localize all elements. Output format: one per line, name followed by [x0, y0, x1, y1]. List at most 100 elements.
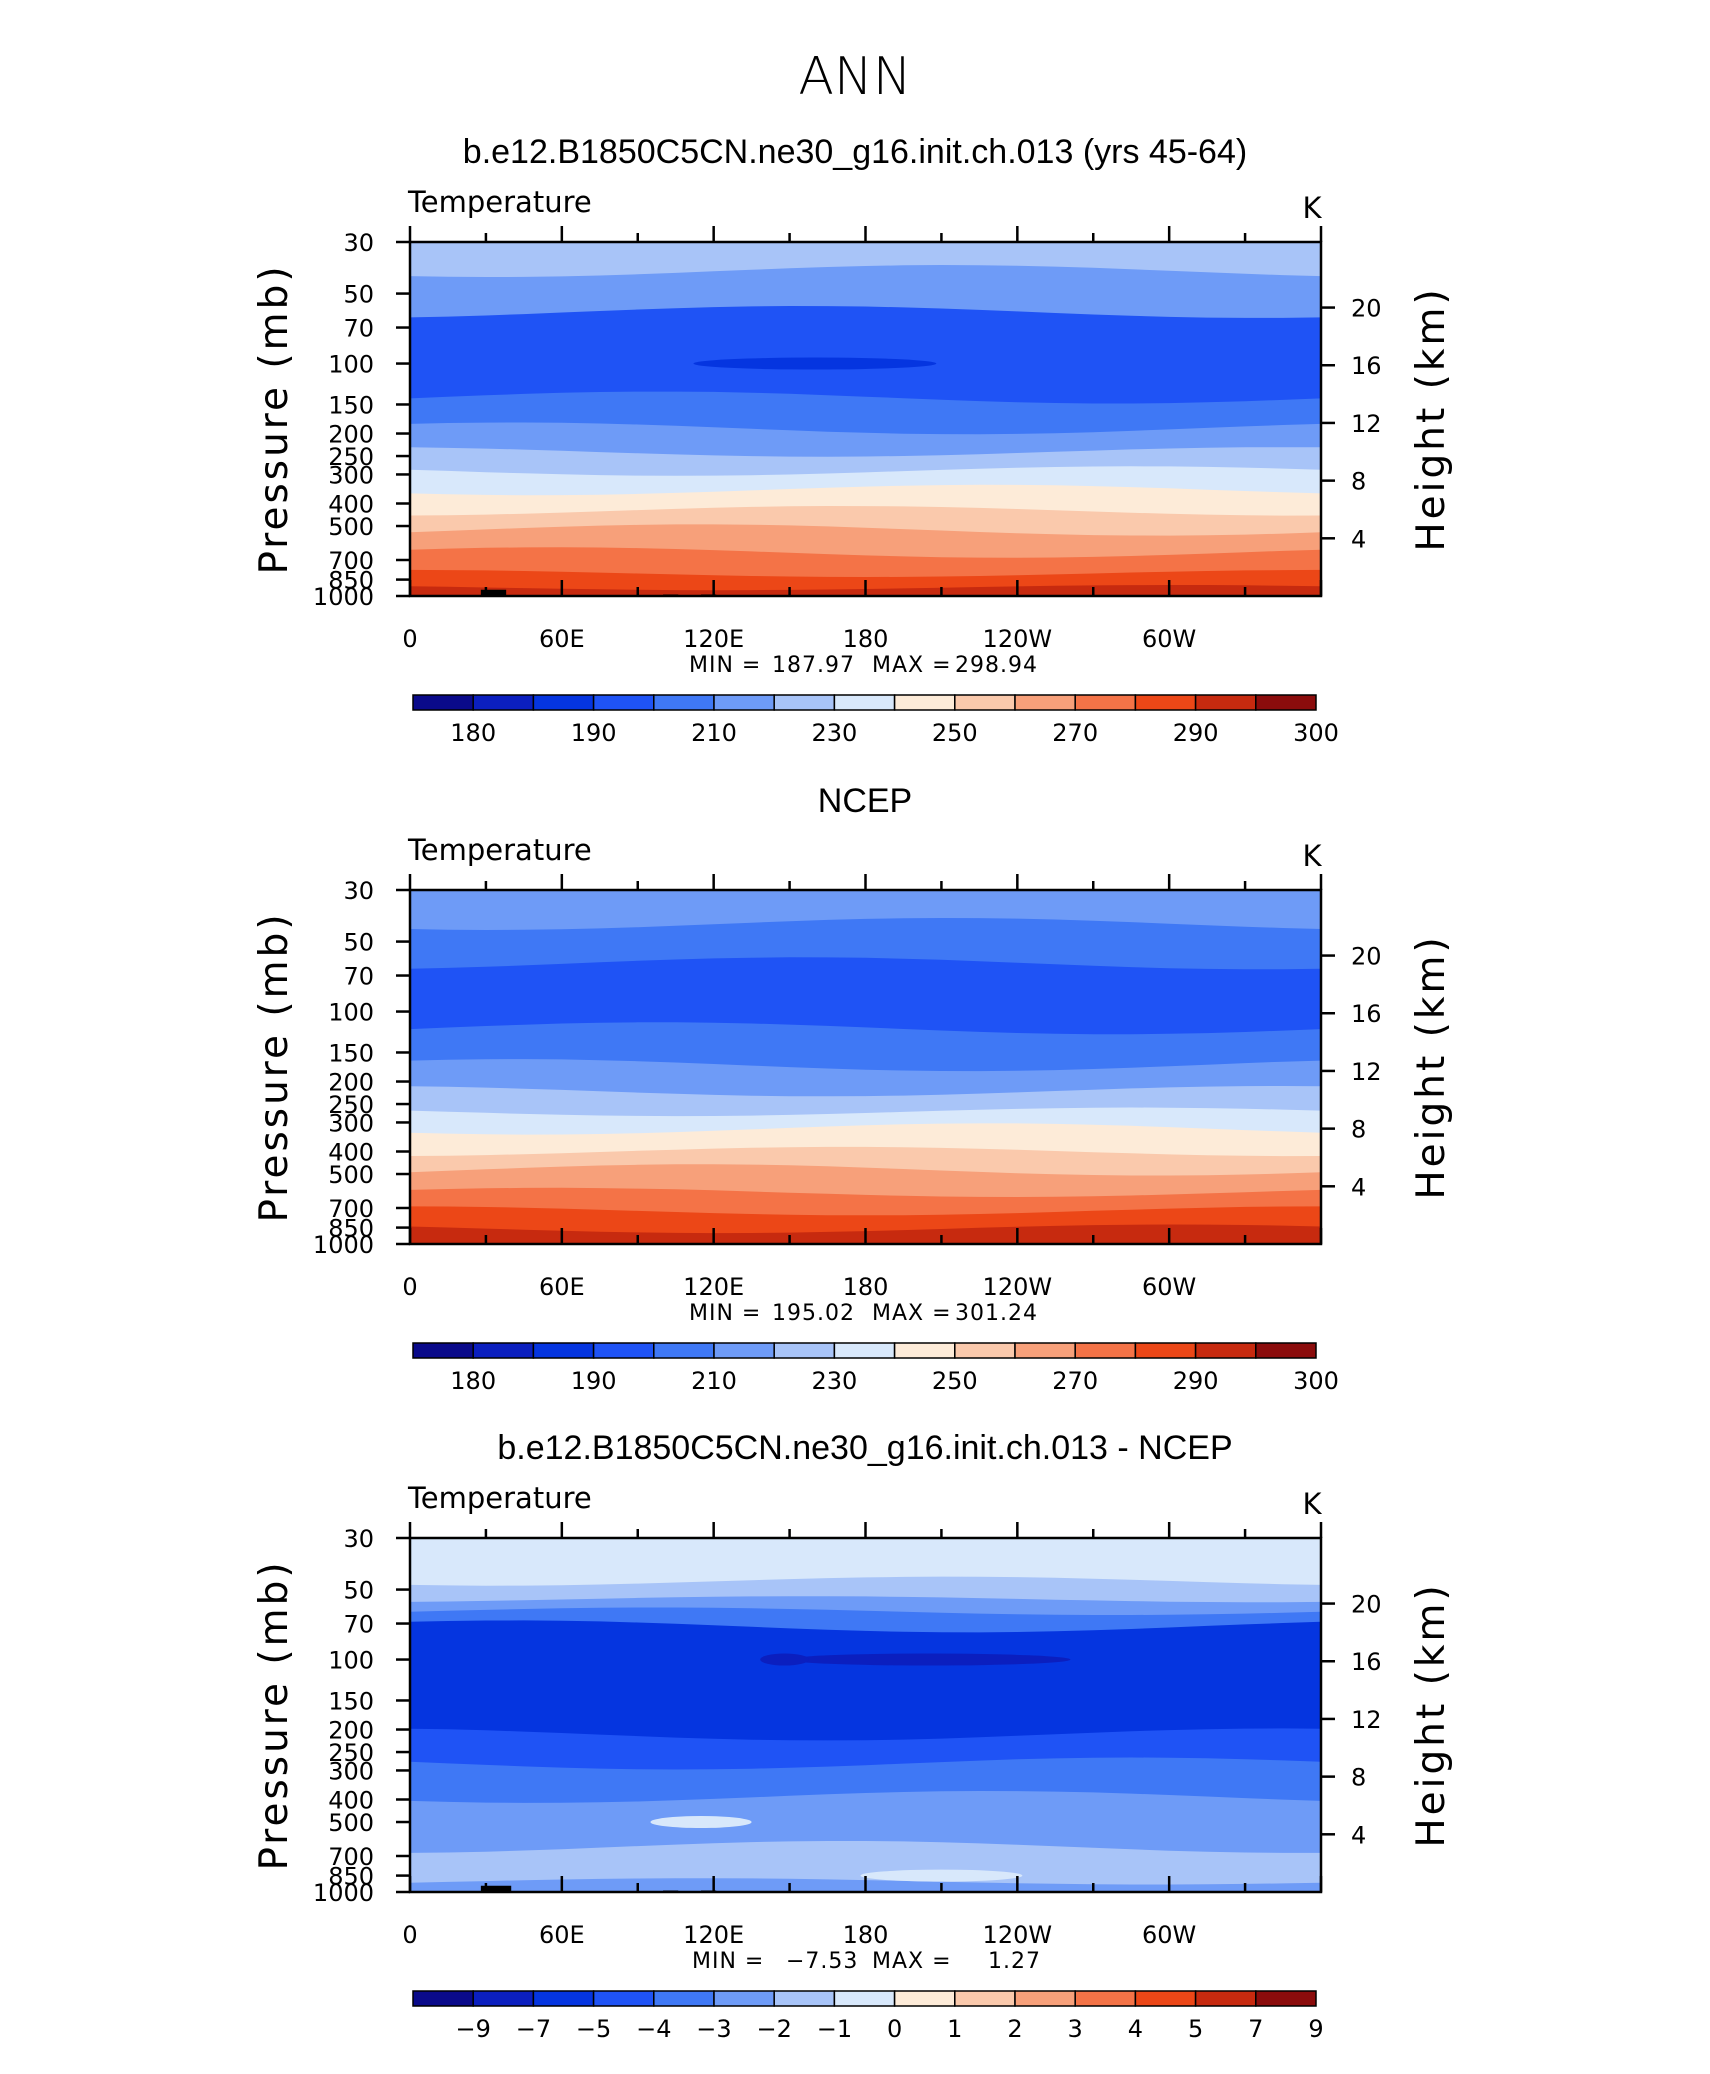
y-tick-label: 70: [343, 1611, 374, 1639]
y-tick-label-right: 12: [1351, 1706, 1382, 1734]
colorbar-label: 270: [1052, 1367, 1098, 1395]
colorbar-swatch: [653, 694, 715, 711]
x-tick-label: 180: [843, 625, 889, 653]
min-label: MIN =: [689, 1301, 761, 1326]
panel-title: b.e12.B1850C5CN.ne30_g16.init.ch.013 - N…: [497, 1429, 1232, 1467]
x-tick-label: 120W: [983, 625, 1053, 653]
colorbar-swatch: [1014, 1342, 1076, 1359]
y-tick-label: 100: [328, 1647, 374, 1675]
y-tick-label: 300: [328, 461, 374, 489]
y-tick-label-right: 8: [1351, 468, 1366, 496]
colorbar-label: −7: [516, 2015, 551, 2043]
y-tick-label: 850: [328, 1863, 374, 1891]
colorbar-swatch: [833, 1990, 896, 2007]
left-string: Temperature: [407, 833, 592, 867]
colorbar-swatch: [1014, 1990, 1076, 2007]
colorbar-swatch: [713, 1342, 775, 1359]
y-tick-label: 700: [328, 1843, 374, 1871]
yticks-right: 20 16 12 8 4: [1321, 295, 1382, 553]
plot-area: [408, 888, 1323, 1246]
y-tick-label-right: 12: [1351, 1058, 1382, 1086]
units-label: K: [1302, 191, 1322, 225]
colorbar-swatch: [532, 1990, 595, 2007]
contour-feature: [787, 1653, 1071, 1666]
colorbar-label: −5: [576, 2015, 611, 2043]
y-tick-label: 30: [343, 229, 374, 257]
y-tick-label-right: 8: [1351, 1116, 1366, 1144]
y-axis-title: Pressure (mb): [252, 263, 297, 574]
y-tick-label: 250: [328, 443, 374, 471]
topography-mask: [480, 1885, 512, 1892]
colorbar-swatch: [1074, 694, 1137, 711]
x-tick-label: 120W: [983, 1921, 1053, 1949]
panel-title: NCEP: [818, 782, 912, 820]
colorbar-label: 0: [887, 2015, 902, 2043]
y-tick-label: 200: [328, 421, 374, 449]
min-max-label: MIN = 187.97 MAX = 298.94: [689, 653, 1037, 678]
min-value: 187.97: [772, 653, 855, 678]
colorbar-swatch: [773, 1342, 836, 1359]
min-value: 195.02: [772, 1301, 855, 1326]
contour-feature: [860, 1869, 1023, 1882]
colorbar-swatch: [1134, 1342, 1197, 1359]
y-tick-label: 700: [328, 1195, 374, 1223]
colorbar-swatch: [1194, 1990, 1257, 2007]
colorbar-swatch: [653, 1342, 715, 1359]
y-tick-label: 150: [328, 1039, 374, 1067]
colorbar-swatch: [833, 694, 896, 711]
colorbar-swatch: [1074, 1990, 1137, 2007]
min-label: MIN =: [692, 1949, 764, 1974]
colorbar-swatch: [472, 1990, 535, 2007]
colorbar-swatch: [592, 694, 655, 711]
colorbar-swatch: [954, 1990, 1016, 2007]
colorbar-swatch: [653, 1990, 715, 2007]
y-tick-label-right: 20: [1351, 943, 1382, 971]
colorbar-swatch: [893, 694, 956, 711]
panel-obs: NCEP Temperature K Pressure (mb) Height …: [252, 782, 1454, 1395]
y-tick-label-right: 4: [1351, 1173, 1366, 1201]
topography-mask: [480, 589, 507, 596]
x-tick-label: 180: [843, 1273, 889, 1301]
yticks-right: 20 16 12 8 4: [1321, 1591, 1382, 1849]
y-tick-label-right: 12: [1351, 410, 1382, 438]
x-tick-label: 60W: [1142, 1921, 1196, 1949]
y-tick-label-right: 4: [1351, 525, 1366, 553]
max-value: 301.24: [955, 1301, 1038, 1326]
colorbar-swatch: [592, 1342, 655, 1359]
x-tick-label: 60E: [539, 625, 585, 653]
y-tick-label: 1000: [313, 583, 374, 611]
colorbar-swatch: [713, 694, 775, 711]
colorbar-label: 210: [691, 1367, 737, 1395]
y-tick-label-right: 20: [1351, 295, 1382, 323]
y-tick-label-right: 16: [1351, 352, 1382, 380]
colorbar-label: −4: [636, 2015, 671, 2043]
colorbar-swatch: [1134, 1990, 1197, 2007]
y-tick-label-right: 16: [1351, 1000, 1382, 1028]
y-tick-label: 100: [328, 999, 374, 1027]
colorbar-swatch: [472, 1342, 535, 1359]
colorbar-label: 230: [811, 1367, 857, 1395]
y-tick-label: 70: [343, 963, 374, 991]
colorbar-swatch: [893, 1990, 956, 2007]
colorbar-label: 250: [932, 1367, 978, 1395]
colorbar-label: 190: [571, 1367, 617, 1395]
y-tick-label: 700: [328, 547, 374, 575]
panel-difference: b.e12.B1850C5CN.ne30_g16.init.ch.013 - N…: [252, 1429, 1454, 2043]
colorbar-swatch: [1255, 1342, 1317, 1359]
colorbar-swatch: [773, 1990, 836, 2007]
min-max-label: MIN = −7.53 MAX = 1.27: [692, 1949, 1040, 1974]
y-tick-label-right: 16: [1351, 1648, 1382, 1676]
y-tick-label: 50: [343, 929, 374, 957]
colorbar-label: 190: [571, 719, 617, 747]
max-label: MAX =: [872, 1949, 952, 1974]
x-tick-label: 0: [402, 625, 417, 653]
contour-feature: [693, 357, 937, 370]
y-tick-label: 30: [343, 1525, 374, 1553]
y-tick-label: 1000: [313, 1231, 374, 1259]
xticks: 0 60E 120E 180 120W 60W: [402, 226, 1323, 653]
colorbar-label: 230: [811, 719, 857, 747]
left-string: Temperature: [407, 185, 592, 219]
y-tick-label: 400: [328, 1786, 374, 1814]
